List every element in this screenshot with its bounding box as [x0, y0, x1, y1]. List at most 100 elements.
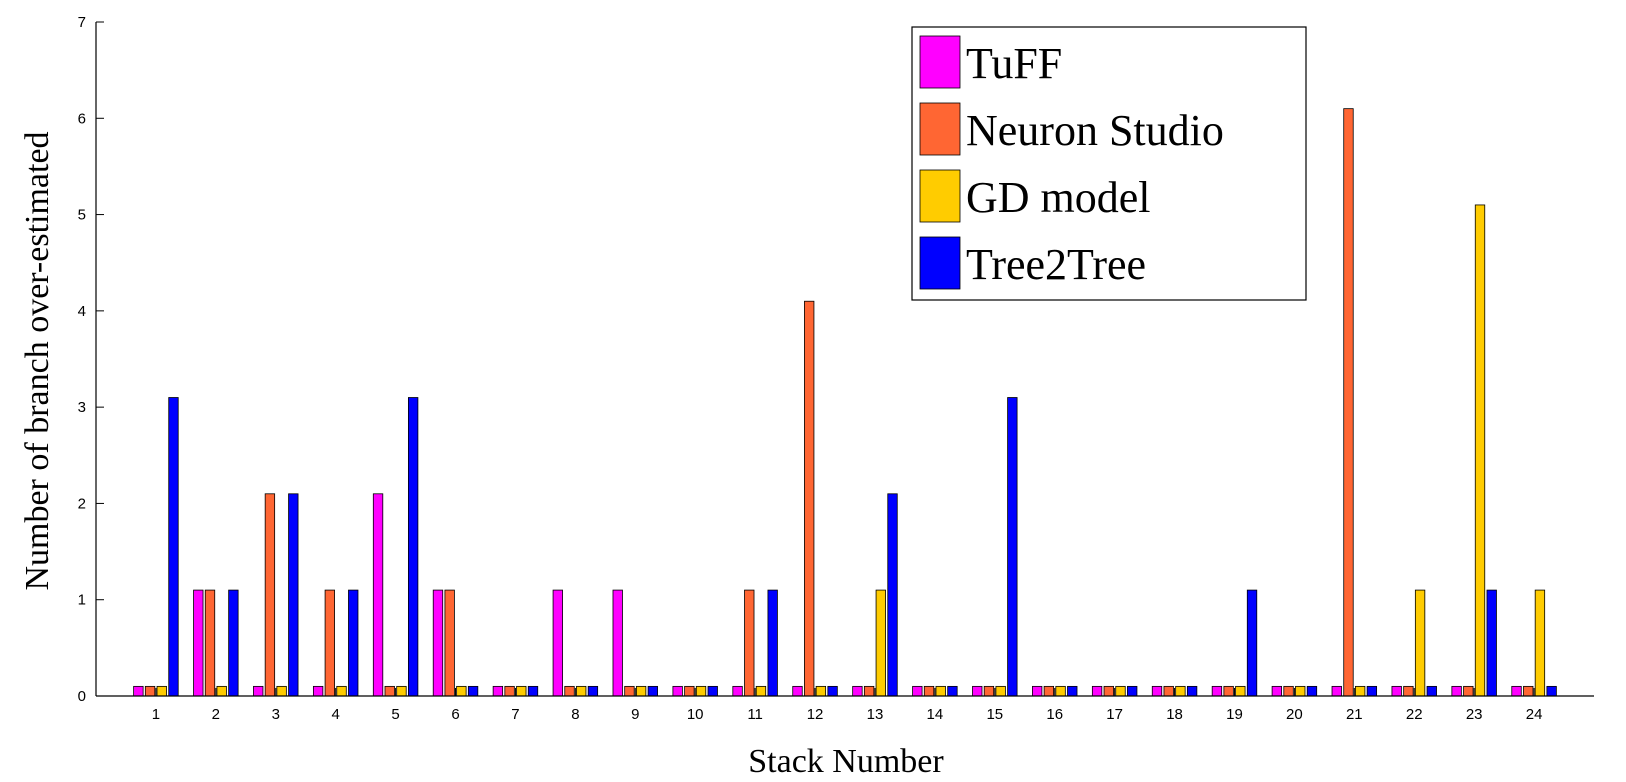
y-tick-label: 4 [78, 303, 86, 320]
x-tick-label: 6 [451, 706, 459, 723]
bar-gd-model-15 [995, 685, 1006, 697]
bar-tuff-15 [972, 685, 983, 697]
y-tick-label: 5 [78, 207, 86, 224]
x-tick-label: 5 [391, 706, 399, 723]
bar-tree2tree-22 [1426, 685, 1437, 697]
x-tick-label: 7 [511, 706, 519, 723]
bar-tree2tree-14 [947, 685, 958, 697]
x-tick-label: 18 [1166, 706, 1183, 723]
bar-neuron-studio-17 [1103, 685, 1114, 697]
x-tick-label: 17 [1106, 706, 1123, 723]
bar-tuff-21 [1331, 685, 1342, 697]
bar-tuff-4 [312, 685, 324, 697]
bar-gd-model-23 [1474, 204, 1486, 697]
bar-neuron-studio-23 [1463, 685, 1474, 697]
x-tick-label: 10 [687, 706, 704, 723]
y-tick-label: 1 [78, 592, 86, 609]
bar-gd-model-12 [815, 685, 827, 697]
bar-neuron-studio-11 [744, 589, 755, 697]
bar-tree2tree-21 [1366, 685, 1378, 697]
bar-tuff-8 [552, 589, 563, 697]
bar-gd-model-14 [935, 685, 946, 697]
x-tick-label: 15 [986, 706, 1003, 723]
bar-tree2tree-4 [348, 589, 359, 697]
x-tick-label: 14 [927, 706, 944, 723]
bar-tuff-7 [492, 685, 504, 697]
bar-neuron-studio-6 [444, 589, 455, 697]
bar-neuron-studio-19 [1223, 685, 1234, 697]
bar-neuron-studio-12 [804, 300, 815, 697]
legend-swatch [919, 35, 961, 89]
bar-neuron-studio-24 [1523, 685, 1534, 697]
bar-gd-model-3 [276, 685, 287, 697]
x-tick-label: 16 [1046, 706, 1063, 723]
x-tick-label: 19 [1226, 706, 1243, 723]
x-tick-label: 23 [1466, 706, 1483, 723]
bar-gd-model-20 [1295, 685, 1306, 697]
bar-tuff-19 [1211, 685, 1223, 697]
bar-gd-model-6 [456, 685, 467, 697]
y-tick-label: 6 [78, 110, 86, 127]
bar-tree2tree-19 [1246, 589, 1258, 697]
legend-swatch [919, 102, 961, 156]
bar-tree2tree-15 [1007, 397, 1018, 697]
bar-gd-model-13 [875, 589, 886, 697]
bar-neuron-studio-13 [863, 685, 875, 697]
bar-tree2tree-5 [407, 397, 419, 697]
bar-gd-model-7 [516, 685, 527, 697]
x-tick-label: 1 [152, 706, 160, 723]
bar-tuff-10 [672, 685, 683, 697]
bar-tree2tree-3 [288, 493, 299, 697]
x-tick-label: 11 [747, 706, 763, 723]
bar-neuron-studio-15 [983, 685, 995, 697]
bar-tree2tree-10 [707, 685, 718, 697]
y-tick-label: 2 [78, 495, 86, 512]
bar-tree2tree-8 [587, 685, 599, 697]
x-tick-label: 3 [272, 706, 280, 723]
bar-tuff-18 [1151, 685, 1163, 697]
bar-tuff-2 [193, 589, 204, 697]
x-tick-label: 24 [1526, 706, 1543, 723]
bar-gd-model-24 [1534, 589, 1546, 697]
x-tick-label: 12 [807, 706, 824, 723]
bar-gd-model-18 [1175, 685, 1186, 697]
bar-neuron-studio-5 [384, 685, 395, 697]
bar-gd-model-4 [336, 685, 347, 697]
bar-gd-model-21 [1355, 685, 1366, 697]
bar-tree2tree-20 [1306, 685, 1318, 697]
bar-tuff-3 [253, 685, 264, 697]
y-tick-label: 7 [78, 14, 86, 31]
bar-tuff-22 [1391, 685, 1402, 697]
bar-gd-model-19 [1235, 685, 1246, 697]
bar-tuff-24 [1511, 685, 1522, 697]
bar-tree2tree-2 [228, 589, 239, 697]
bar-tree2tree-17 [1127, 685, 1138, 697]
x-tick-label: 22 [1406, 706, 1423, 723]
bar-tuff-23 [1451, 685, 1462, 697]
bar-neuron-studio-18 [1163, 685, 1174, 697]
x-tick-label: 21 [1346, 706, 1363, 723]
bar-tree2tree-11 [767, 589, 778, 697]
bar-tree2tree-24 [1546, 685, 1557, 697]
x-tick-label: 9 [631, 706, 639, 723]
bar-tree2tree-1 [168, 397, 179, 697]
bar-neuron-studio-16 [1043, 685, 1055, 697]
bar-neuron-studio-1 [144, 685, 156, 697]
bar-gd-model-10 [695, 685, 707, 697]
bar-neuron-studio-8 [564, 685, 575, 697]
y-axis-title: Number of branch over-estimated [19, 131, 56, 590]
legend: TuFF Neuron Studio GD model Tree2Tree [911, 26, 1307, 301]
bar-gd-model-22 [1414, 589, 1426, 697]
bar-gd-model-16 [1055, 685, 1066, 697]
bar-tuff-17 [1091, 685, 1103, 697]
bar-neuron-studio-10 [684, 685, 695, 697]
bar-tree2tree-9 [647, 685, 658, 697]
x-tick-label: 4 [332, 706, 340, 723]
bar-gd-model-11 [755, 685, 767, 697]
bar-gd-model-5 [396, 685, 407, 697]
bar-neuron-studio-7 [504, 685, 515, 697]
bar-neuron-studio-2 [204, 589, 216, 697]
bar-neuron-studio-21 [1343, 108, 1354, 697]
